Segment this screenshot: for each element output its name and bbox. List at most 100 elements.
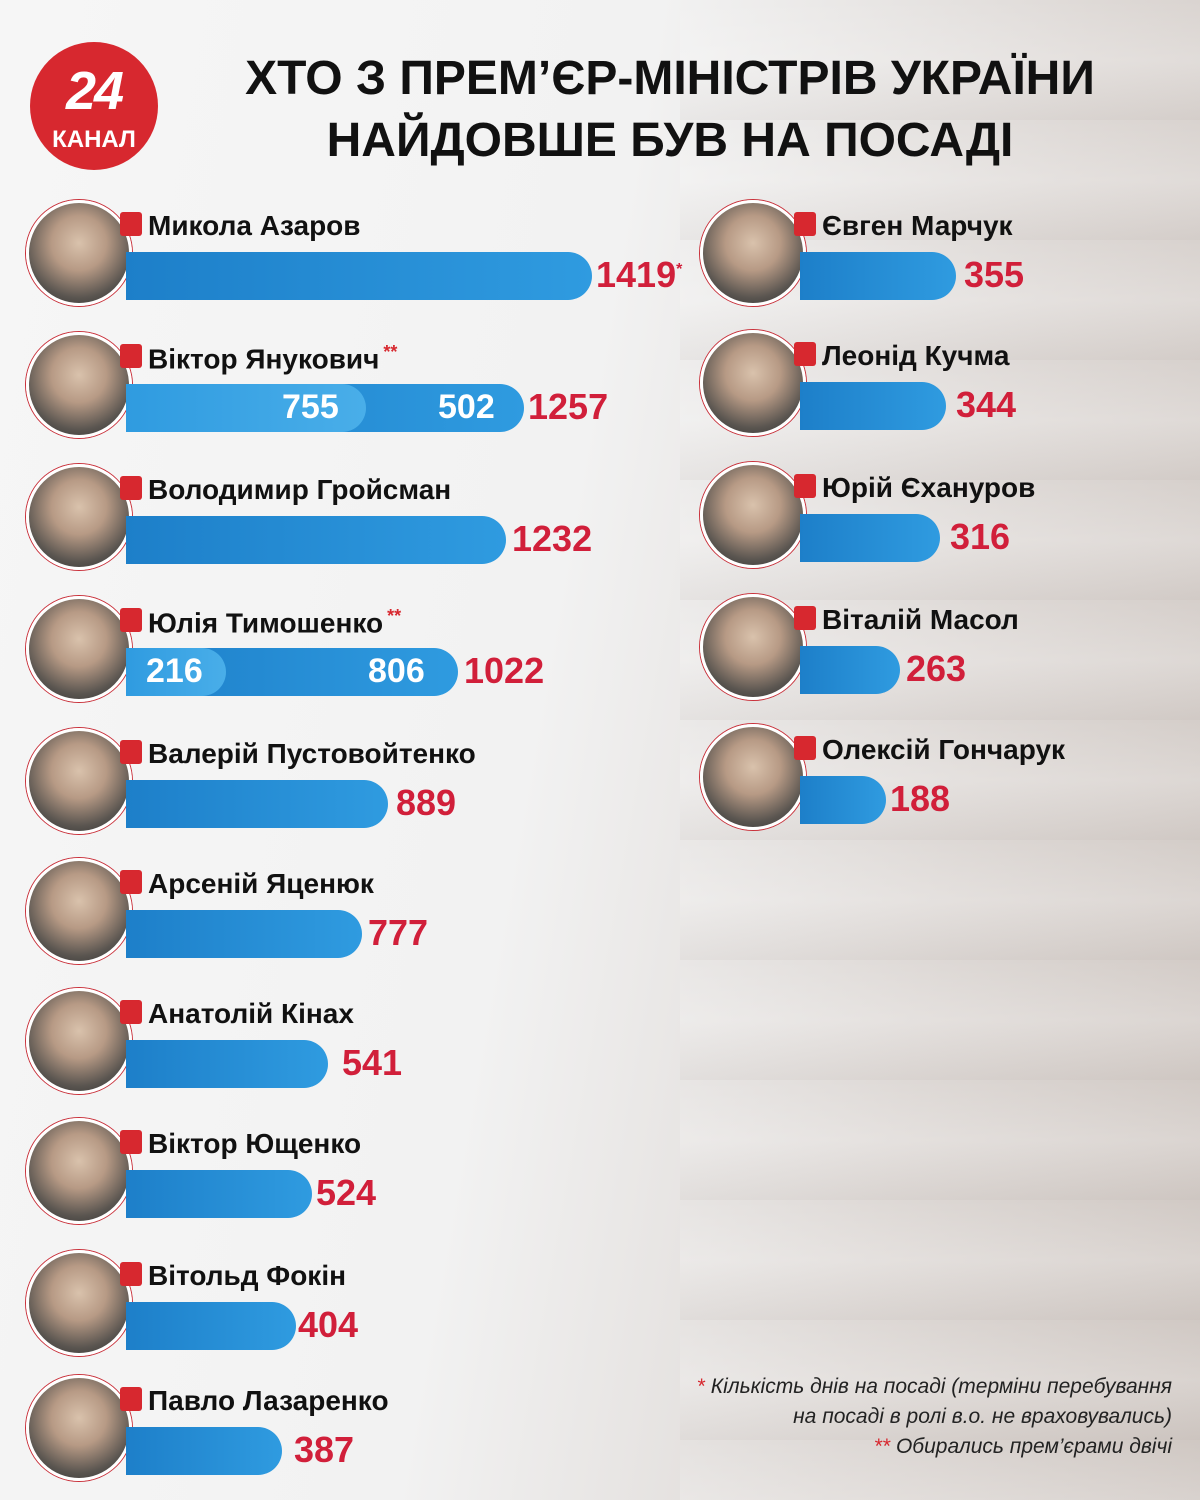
value-label: 777 [368,912,429,953]
person-name: Володимир Гройсман [148,474,452,505]
person-name: Вітольд Фокін [148,1260,347,1291]
bar: 755 502 [126,384,524,432]
segment-1-label: 216 [146,652,203,690]
person-name: Віктор Янукович ** [148,342,398,375]
chart-row: Юлія Тимошенко ** 216 806 1022 [26,596,706,706]
value-label: 541 [342,1042,403,1083]
bar: 216 806 [126,648,458,696]
value-label: 1022 [464,650,545,691]
bar [126,780,388,828]
person-name: Микола Азаров [148,210,361,241]
red-tag-icon [120,1130,142,1154]
red-tag-icon [120,1000,142,1024]
person-name: Павло Лазаренко [148,1385,389,1416]
avatar [700,724,806,830]
bar [800,776,886,824]
person-name: Олексій Гончарук [822,734,1066,765]
red-tag-icon [120,870,142,894]
logo-number: 24 [65,61,124,121]
bar [126,252,592,300]
value-label: 188 [890,778,951,819]
chart-row: Леонід Кучма 344 [700,330,1180,440]
avatar [26,464,132,570]
footnotes: * Кількість днів на посаді (терміни пере… [697,1372,1172,1462]
avatar [26,1375,132,1481]
chart-row: Павло Лазаренко 387 [26,1375,706,1485]
chart-row: Віктор Янукович ** 755 502 1257 [26,332,706,442]
person-name: Юрій Єхануров [822,472,1036,503]
avatar [26,1250,132,1356]
bar [126,1302,296,1350]
title-line-2: НАЙДОВШЕ БУВ НА ПОСАДІ [326,114,1014,167]
value-label: 263 [906,648,967,689]
value-label: 387 [294,1429,355,1470]
avatar [26,728,132,834]
logo-text: КАНАЛ [52,126,136,153]
bar-segment-1 [126,648,226,696]
value-label: 889 [396,782,457,823]
title-line-1: ХТО З ПРЕМ’ЄР-МІНІСТРІВ УКРАЇНИ [245,52,1095,105]
chart-row: Анатолій Кінах 541 [26,988,706,1098]
footnote-2: ** Обирались прем’єрами двічі [873,1435,1172,1458]
channel-24-logo: 24 КАНАЛ [30,42,158,170]
chart-row: Вітольд Фокін 404 [26,1250,706,1360]
value-label: 1419* [596,254,683,295]
person-name: Віктор Ющенко [148,1128,362,1159]
chart-row: Валерій Пустовойтенко 889 [26,728,706,838]
avatar [700,462,806,568]
bar-segment-1 [126,384,366,432]
value-label: 316 [950,516,1011,557]
person-name: Анатолій Кінах [148,998,354,1029]
red-tag-icon [120,1387,142,1411]
bar [800,646,900,694]
avatar [26,858,132,964]
value-label: 524 [316,1172,377,1213]
bar [126,1170,312,1218]
red-tag-icon [794,474,816,498]
value-label: 355 [964,254,1025,295]
avatar [26,988,132,1094]
footnote-1-cont: на посаді в ролі в.о. не враховувались) [793,1405,1172,1428]
bar [126,910,362,958]
avatar [700,200,806,306]
red-tag-icon [120,212,142,236]
chart-row: Володимир Гройсман 1232 [26,464,706,574]
page-title: ХТО З ПРЕМ’ЄР-МІНІСТРІВ УКРАЇНИ НАЙДОВШЕ… [165,48,1175,172]
person-name: Євген Марчук [822,210,1013,241]
bar [800,514,940,562]
chart-row: Віктор Ющенко 524 [26,1118,706,1228]
bar [126,1427,282,1475]
red-tag-icon [794,212,816,236]
person-name: Юлія Тимошенко ** [148,606,402,639]
red-tag-icon [120,740,142,764]
chart-row: Микола Азаров 1419* [26,200,706,310]
value-label: 344 [956,384,1017,425]
red-tag-icon [120,344,142,368]
red-tag-icon [794,606,816,630]
red-tag-icon [794,736,816,760]
chart-row: Олексій Гончарук 188 [700,724,1180,834]
segment-2-label: 806 [368,652,425,690]
bar [126,1040,328,1088]
segment-1-label: 755 [282,388,339,426]
value-label: 404 [298,1304,359,1345]
red-tag-icon [120,608,142,632]
person-name: Арсеній Яценюк [148,868,374,899]
value-label: 1257 [528,386,609,427]
avatar [26,200,132,306]
avatar [26,1118,132,1224]
avatar [26,332,132,438]
avatar [700,330,806,436]
red-tag-icon [120,1262,142,1286]
footnote-1: * Кількість днів на посаді (терміни пере… [696,1375,1172,1398]
bar [800,382,946,430]
red-tag-icon [794,342,816,366]
segment-2-label: 502 [438,388,495,426]
avatar [26,596,132,702]
avatar [700,594,806,700]
bar [126,516,506,564]
value-label: 1232 [512,518,593,559]
chart-row: Віталій Масол 263 [700,594,1180,704]
bar [800,252,956,300]
person-name: Леонід Кучма [822,340,1010,371]
